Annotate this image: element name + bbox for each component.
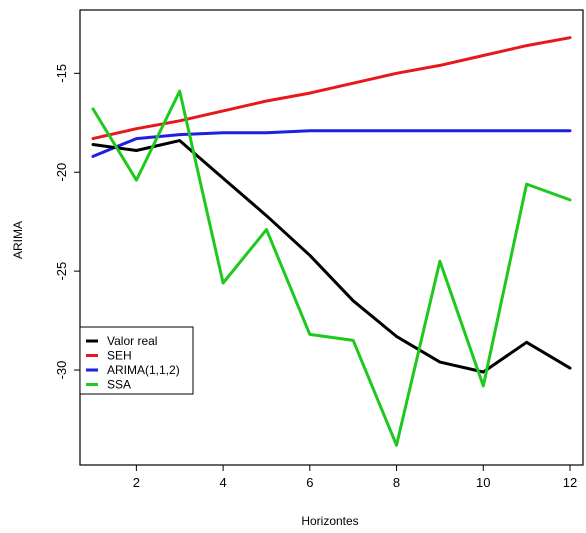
plot-frame: [79, 9, 584, 466]
y-tick-label: -15: [54, 64, 69, 83]
x-tick-label: 12: [563, 475, 577, 490]
series-line-arima-1-1-2: [91, 129, 572, 158]
y-tick-label: -30: [54, 361, 69, 380]
x-tick-label: 6: [306, 475, 313, 490]
x-tick-label: 2: [133, 475, 140, 490]
y-axis-title: ARIMA: [11, 221, 25, 259]
series-layer: [91, 36, 572, 447]
legend-label: SEH: [107, 349, 132, 363]
legend-box: [79, 326, 194, 395]
y-axis: -15 -20 -25 -30: [54, 64, 80, 380]
y-tick-label: -25: [54, 262, 69, 281]
x-axis: 2 4 6 8 10 12: [133, 465, 577, 490]
y-tick-label: -20: [54, 163, 69, 182]
series-line-seh: [91, 36, 572, 141]
legend-label: SSA: [107, 378, 131, 392]
x-tick-label: 8: [393, 475, 400, 490]
legend-label: Valor real: [107, 334, 157, 348]
series-line-valor-real: [91, 139, 572, 374]
x-axis-title: Horizontes: [301, 514, 358, 528]
x-tick-label: 4: [219, 475, 226, 490]
series-line-ssa: [91, 89, 572, 447]
legend-label: ARIMA(1,1,2): [107, 363, 180, 377]
x-tick-label: 10: [476, 475, 490, 490]
